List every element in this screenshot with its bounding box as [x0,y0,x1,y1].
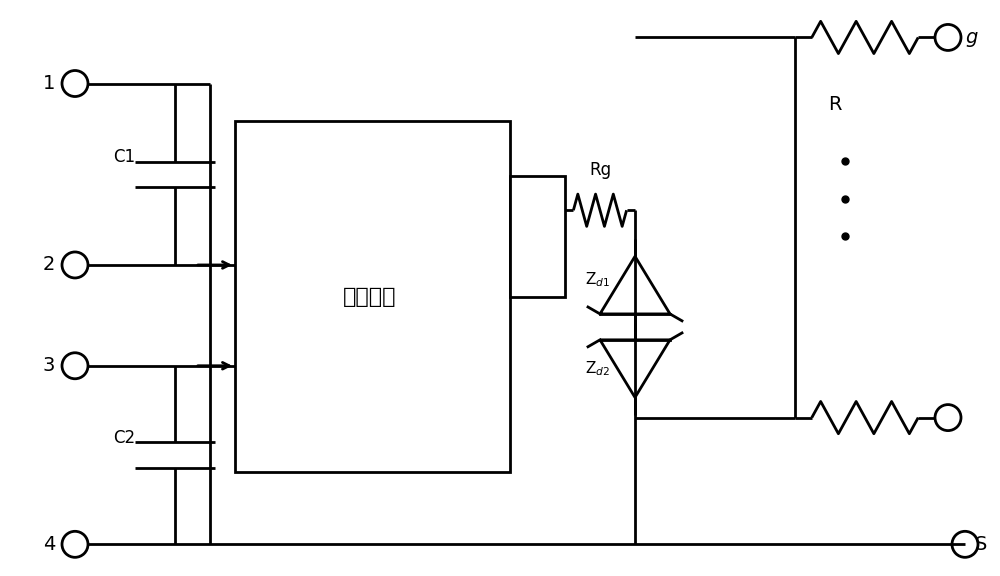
Text: 1: 1 [43,74,55,93]
Text: 驱动芯片: 驱动芯片 [343,287,397,306]
Text: Z$_{d2}$: Z$_{d2}$ [585,359,610,378]
Bar [235,121,510,472]
Text: Z$_{d1}$: Z$_{d1}$ [585,270,610,289]
Text: R: R [828,95,842,114]
Text: S: S [975,535,987,554]
Text: 2: 2 [43,256,55,274]
Bar [510,176,565,297]
Text: g: g [965,28,977,47]
Text: C1: C1 [113,148,135,166]
Text: 3: 3 [43,357,55,375]
Text: C2: C2 [113,429,135,447]
Text: Rg: Rg [589,161,611,179]
Text: 4: 4 [43,535,55,554]
